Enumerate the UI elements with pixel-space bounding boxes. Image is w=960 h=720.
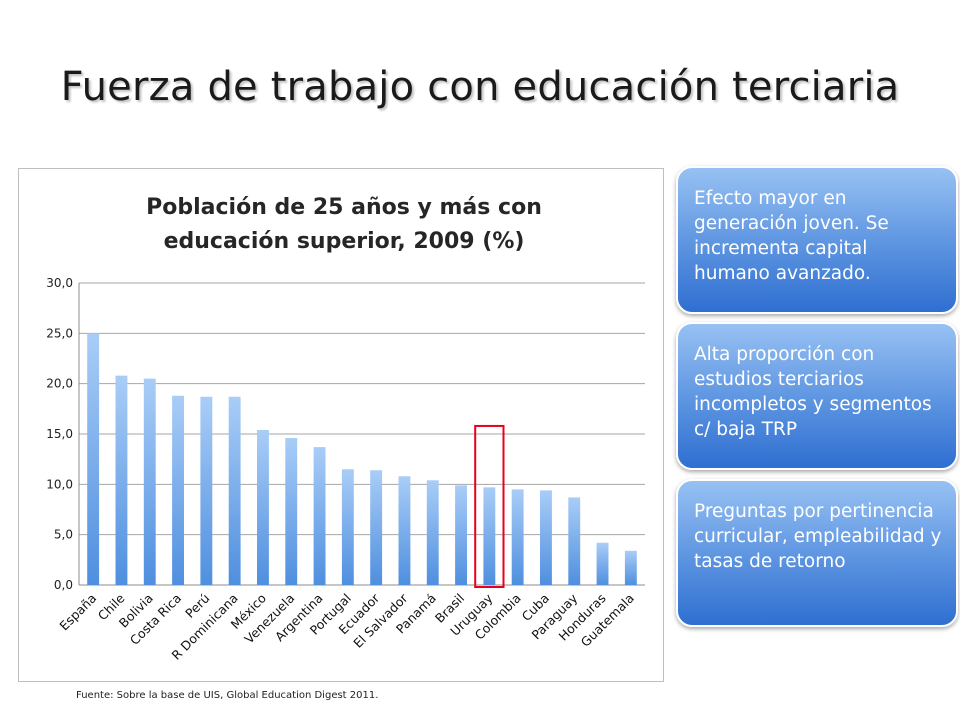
bar-paraguay	[568, 497, 581, 585]
bar-uruguay	[483, 487, 496, 585]
grid-lines	[78, 282, 645, 586]
bar-r-dominicana	[228, 396, 241, 585]
bar-argentina	[313, 447, 326, 585]
bars	[87, 333, 637, 585]
bar-colombia	[511, 489, 524, 585]
bar-ecuador	[370, 470, 383, 585]
chart-title-line-2: educación superior, 2009 (%)	[164, 229, 525, 254]
y-tick-label: 0,0	[54, 578, 73, 592]
bar-panamá	[426, 480, 439, 585]
highlight-layer	[474, 424, 505, 588]
y-tick-label: 5,0	[54, 528, 73, 542]
bar-perú	[200, 396, 213, 585]
bar-chile	[115, 375, 128, 585]
y-tick-label: 10,0	[46, 477, 73, 491]
bar-chart: Población de 25 años y más con educación…	[46, 195, 645, 663]
callout-box-1: Efecto mayor en generación joven. Se inc…	[676, 166, 958, 314]
callout-box-3: Preguntas por pertinencia curricular, em…	[676, 479, 958, 627]
slide-title: Fuerza de trabajo con educación terciari…	[60, 64, 900, 110]
bar-el-salvador	[398, 476, 411, 585]
x-tick-label: España	[56, 591, 99, 634]
bar-méxico	[257, 429, 269, 585]
bar-bolivia	[143, 378, 156, 585]
bar-guatemala	[624, 550, 637, 585]
y-tick-label: 30,0	[46, 276, 73, 290]
source-note: Fuente: Sobre la base de UIS, Global Edu…	[76, 690, 379, 701]
callout-box-2: Alta proporción con estudios terciarios …	[676, 322, 958, 470]
bar-venezuela	[285, 438, 298, 585]
bar-honduras	[596, 542, 609, 585]
y-tick-label: 15,0	[46, 427, 73, 441]
bar-españa	[87, 333, 100, 585]
bar-costa-rica	[172, 395, 184, 585]
bar-brasil	[455, 485, 467, 585]
bar-portugal	[341, 469, 354, 585]
bar-cuba	[540, 490, 552, 585]
y-tick-label: 25,0	[46, 326, 73, 340]
y-axis-ticks: 0,0 5,0 10,0 15,0 20,0 25,0 30,0	[46, 276, 73, 592]
y-tick-label: 20,0	[46, 377, 73, 391]
highlight-box-uruguay	[474, 424, 505, 588]
chart-title-line-1: Población de 25 años y más con	[146, 195, 542, 220]
chart-frame: Población de 25 años y más con educación…	[18, 168, 664, 682]
